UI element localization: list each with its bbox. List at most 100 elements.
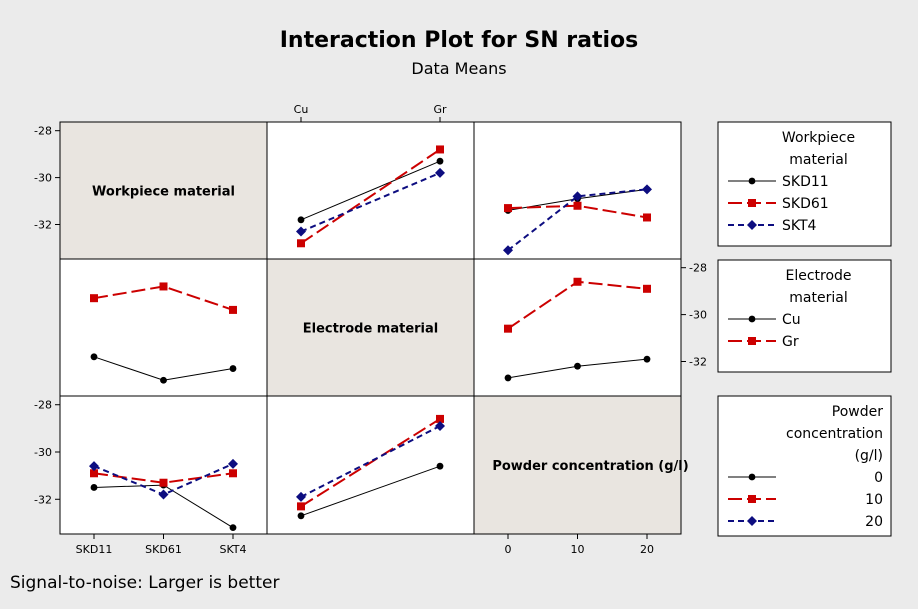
series-line-10 — [300, 418, 441, 508]
series-line-SKT4 — [507, 188, 648, 252]
legend-entry: SKT4 — [782, 218, 817, 234]
data-point — [504, 324, 512, 333]
data-point — [436, 414, 444, 423]
data-point — [90, 294, 98, 303]
data-point — [504, 374, 512, 382]
data-point — [297, 512, 305, 520]
data-point — [297, 239, 305, 248]
legend-title: Electrode — [785, 268, 851, 284]
legend-title: concentration — [786, 426, 883, 442]
legend-marker — [748, 199, 756, 207]
data-point — [229, 365, 237, 372]
data-point — [643, 284, 651, 293]
data-point — [229, 305, 237, 314]
x-tick-label: Cu — [294, 103, 309, 116]
data-point — [436, 462, 444, 470]
diagonal-cell — [473, 395, 682, 535]
chart-title: Interaction Plot for SN ratios — [280, 28, 639, 53]
y-tick-label: -30 — [689, 309, 707, 322]
series-line-SKT4 — [300, 171, 441, 233]
data-point — [90, 353, 98, 361]
data-point — [296, 491, 306, 502]
legend-box — [717, 121, 892, 247]
data-point — [435, 421, 445, 431]
data-point — [296, 226, 306, 237]
x-tick-label: SKD61 — [145, 543, 182, 556]
data-point — [229, 524, 237, 532]
data-point — [297, 502, 305, 511]
legend-entry: SKD11 — [782, 174, 829, 190]
legend-marker — [747, 220, 757, 230]
y-tick-label: -28 — [689, 262, 707, 275]
legend-entry: 0 — [874, 470, 883, 486]
data-point — [643, 355, 651, 363]
data-point — [642, 184, 652, 195]
data-point — [89, 461, 99, 472]
x-tick-label: 20 — [640, 543, 654, 556]
legend-entry: 20 — [865, 514, 883, 530]
x-tick-label: 0 — [505, 543, 512, 556]
legend-title: Powder — [832, 404, 883, 420]
data-point — [573, 277, 582, 286]
legend-marker — [747, 516, 757, 526]
y-tick-label: -28 — [34, 399, 52, 412]
legend-entry: SKD61 — [782, 196, 829, 212]
data-point — [436, 145, 444, 154]
x-tick-label: SKD11 — [76, 543, 113, 556]
legend-box — [717, 259, 892, 373]
x-tick-label: 10 — [571, 543, 585, 556]
x-tick-label: Gr — [433, 103, 447, 116]
data-point — [90, 469, 98, 478]
y-tick-label: -32 — [34, 219, 52, 232]
legend-entry: 10 — [865, 492, 883, 508]
legend-entry: Cu — [782, 312, 801, 328]
legend-title: Workpiece — [782, 130, 855, 146]
data-point — [436, 157, 444, 165]
panel-grid: Workpiece material Electrode material Powd… — [34, 103, 707, 556]
factor-label: Powder concentration (g/l) — [492, 459, 688, 474]
data-point — [572, 191, 583, 202]
data-point — [159, 282, 168, 291]
data-point — [297, 216, 305, 224]
legend-marker — [748, 473, 756, 481]
data-point — [643, 213, 651, 222]
series-line-0 — [300, 465, 441, 517]
y-tick-label: -30 — [34, 172, 52, 185]
legend-entry: Gr — [782, 334, 799, 350]
series-line-SKD61 — [300, 148, 441, 245]
legend-title: material — [789, 152, 847, 168]
y-tick-label: -32 — [34, 493, 52, 506]
data-point — [158, 489, 169, 500]
legend-marker — [748, 495, 756, 503]
legend-marker — [748, 337, 756, 345]
x-tick-label: SKT4 — [219, 543, 246, 556]
footer-note: Signal-to-noise: Larger is better — [10, 573, 279, 593]
diagonal-cell — [266, 258, 475, 397]
data-point — [573, 201, 582, 210]
y-tick-label: -30 — [34, 446, 52, 459]
legend-group: Workpiece material SKD11 SKD61 SKT4 Electrode… — [717, 121, 892, 537]
data-point — [159, 478, 168, 487]
data-point — [574, 362, 581, 370]
data-point — [90, 484, 98, 491]
factor-label: Workpiece material — [92, 185, 235, 200]
legend-title: material — [789, 290, 847, 306]
plot-panel — [59, 258, 268, 397]
series-line-SKD11 — [300, 160, 441, 221]
data-point — [503, 245, 513, 256]
data-point — [229, 469, 237, 478]
data-point — [504, 204, 512, 213]
factor-label: Electrode material — [303, 322, 439, 337]
diagonal-cell — [59, 121, 268, 260]
chart-subtitle: Data Means — [411, 59, 506, 78]
legend-marker — [748, 315, 756, 323]
y-tick-label: -32 — [689, 356, 707, 369]
series-line-20 — [300, 425, 441, 498]
legend-title: (g/l) — [855, 448, 883, 464]
data-point — [435, 167, 445, 178]
data-point — [160, 376, 167, 384]
data-point — [228, 458, 238, 469]
y-tick-label: -28 — [34, 125, 52, 138]
legend-marker — [748, 177, 756, 185]
